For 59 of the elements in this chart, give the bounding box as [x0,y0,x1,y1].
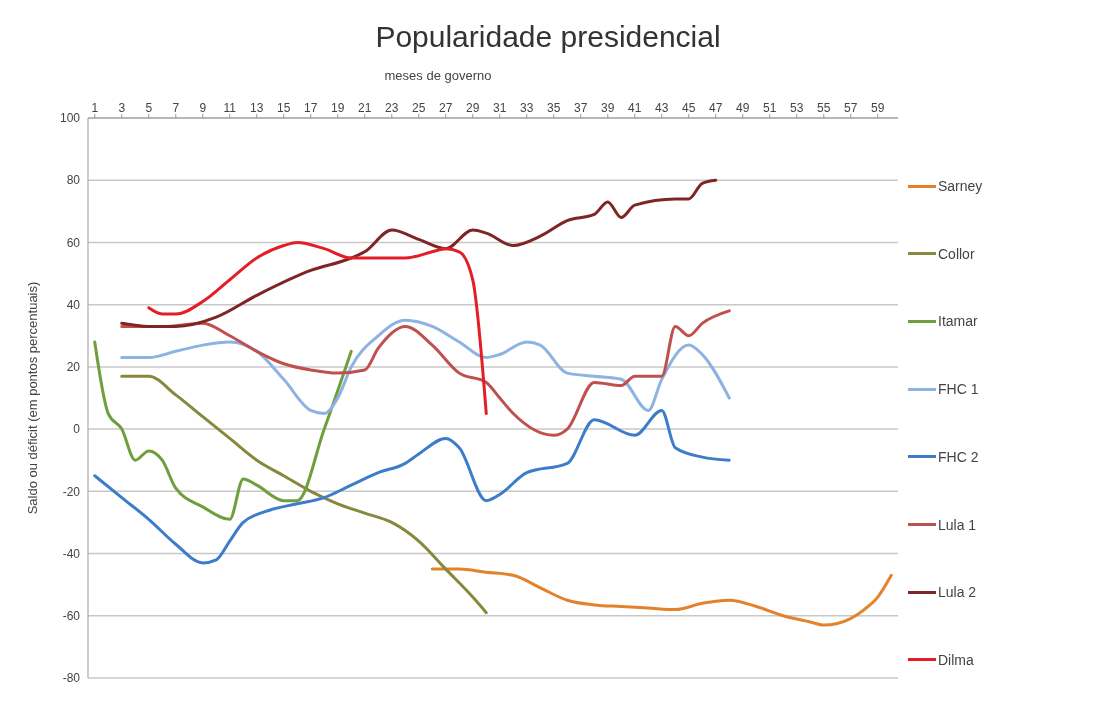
x-tick-label: 57 [844,101,858,115]
x-tick-label: 23 [385,101,399,115]
x-tick-label: 17 [304,101,318,115]
legend-label: Sarney [938,178,983,194]
x-tick-label: 35 [547,101,561,115]
line-series [120,178,718,328]
x-tick-label: 47 [709,101,723,115]
x-tick-label: 43 [655,101,669,115]
y-tick-label: 0 [73,422,81,437]
legend-label: FHC 1 [938,381,979,398]
x-tick-label: 13 [250,101,264,115]
line-series [93,340,353,521]
legend-label: Dilma [938,651,974,668]
x-axis-title: meses de governo [383,68,493,83]
chart-title: Popularidade presidencial [374,19,722,55]
y-tick-label: -60 [62,609,81,624]
x-tick-label: 49 [736,101,750,115]
y-axis-title: Saldo ou déficit (em pontos percentuais) [24,281,40,515]
legend-label: Collor [938,245,975,262]
y-tick-label: -20 [62,484,81,499]
x-tick-label: 3 [118,101,126,115]
x-tick-label: 21 [358,101,372,115]
x-tick-label: 11 [223,101,237,115]
x-tick-label: 45 [682,101,696,115]
y-tick-label: 100 [59,111,81,126]
line-series [147,240,488,416]
y-tick-label: 80 [66,173,81,188]
x-tick-label: 51 [763,101,777,115]
legend-label: FHC 2 [938,448,979,465]
x-tick-label: 39 [601,101,615,115]
x-tick-label: 29 [466,101,480,115]
line-series [120,318,731,416]
line-series [430,567,893,627]
x-tick-label: 15 [277,101,291,115]
x-tick-label: 7 [172,101,180,115]
line-series [93,408,731,565]
x-tick-label: 53 [790,101,804,115]
x-tick-label: 5 [145,101,153,115]
y-tick-label: -40 [62,546,81,561]
x-tick-label: 19 [331,101,345,115]
line-series [120,309,731,437]
x-tick-label: 31 [493,101,507,115]
x-tick-label: 59 [871,101,885,115]
x-tick-label: 25 [412,101,426,115]
x-tick-label: 33 [520,101,534,115]
y-tick-label: -80 [62,671,81,686]
y-tick-label: 60 [66,235,81,250]
x-tick-label: 37 [574,101,588,115]
y-tick-label: 20 [66,360,81,375]
legend-label: Lula 2 [938,584,977,601]
x-tick-label: 1 [91,101,99,115]
x-tick-label: 41 [628,101,642,115]
legend-label: Lula 1 [938,516,977,533]
x-tick-label: 27 [439,101,453,115]
y-tick-label: 40 [66,297,81,312]
legend-label: Itamar [938,313,978,330]
x-tick-label: 9 [199,101,207,115]
x-tick-label: 55 [817,101,831,115]
line-series [120,374,488,615]
